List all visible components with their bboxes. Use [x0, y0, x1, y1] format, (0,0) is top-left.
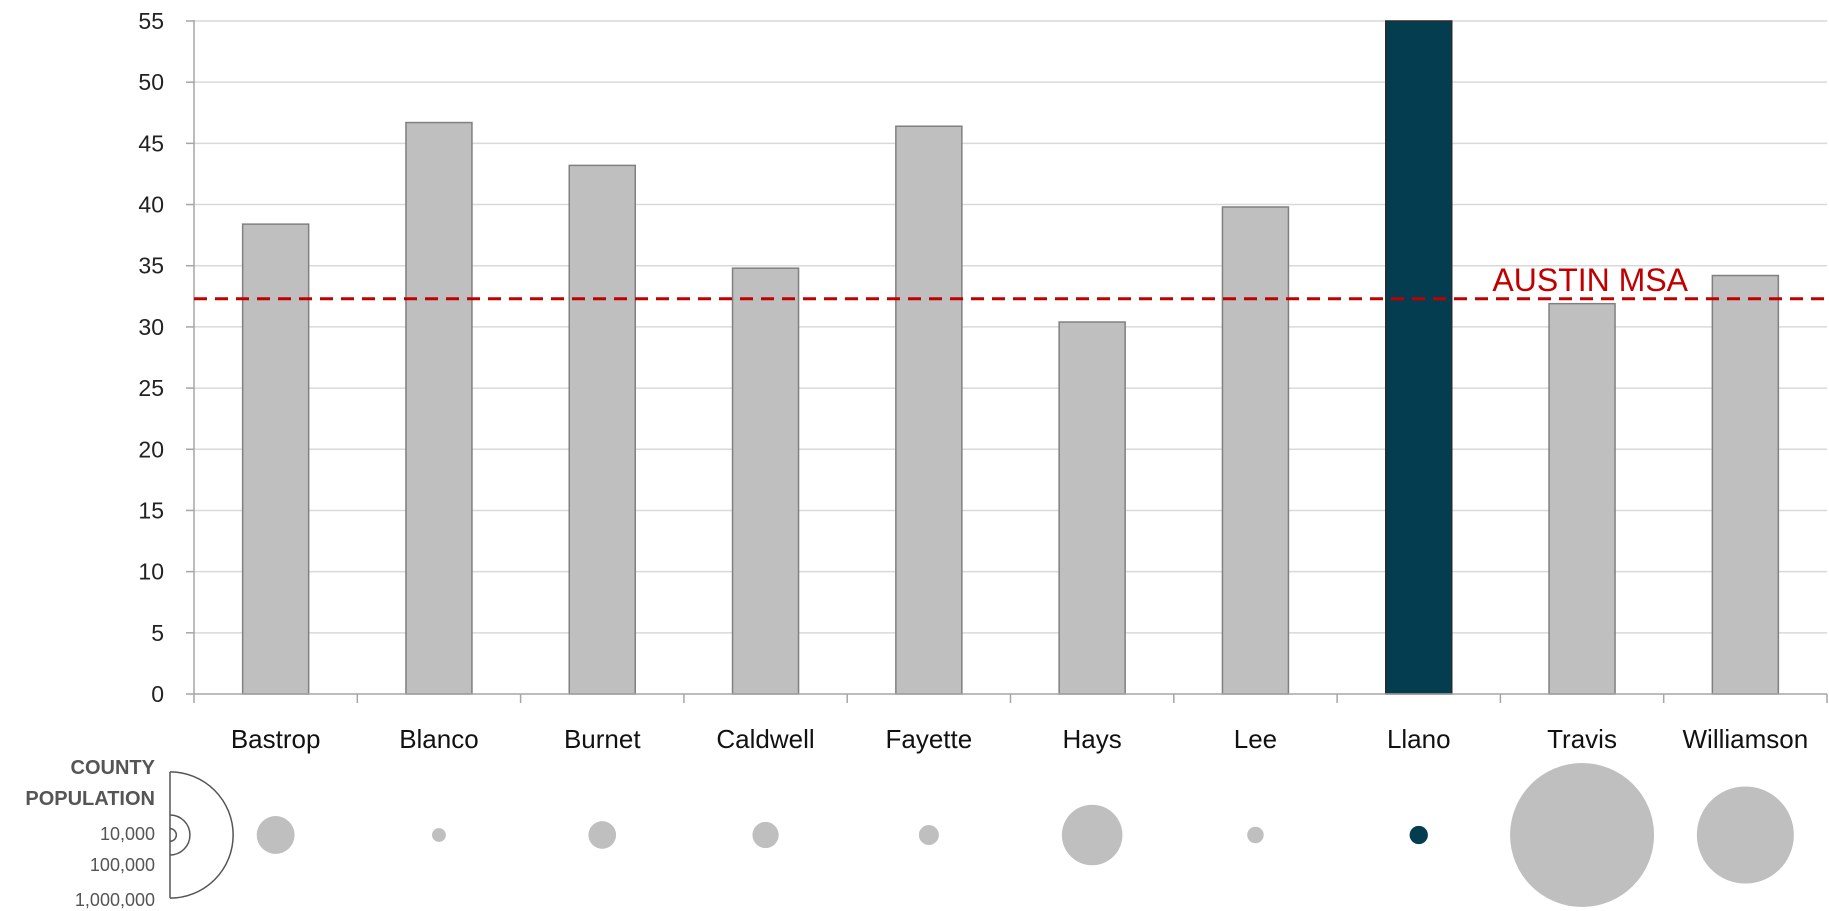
population-bubble-fayette [918, 825, 939, 845]
y-tick-label-15: 15 [138, 497, 164, 523]
x-tick-label-hays: Hays [1063, 724, 1122, 754]
population-bubble-lee [1247, 826, 1264, 844]
bar-llano [1385, 20, 1453, 695]
population-legend: COUNTY POPULATION 10,000 100,000 1,000,0… [25, 757, 234, 910]
population-bubble-bastrop [256, 816, 295, 854]
bar-hays [1058, 321, 1126, 695]
legend-title-line-1: COUNTY [71, 757, 156, 779]
legend-arc-10000 [169, 827, 178, 843]
bars [241, 20, 1780, 695]
y-tick-label-5: 5 [151, 620, 164, 646]
y-tick-label-40: 40 [138, 192, 164, 218]
bar-caldwell [731, 267, 800, 695]
y-tick-label-10: 10 [138, 559, 164, 585]
bar-bastrop [241, 223, 310, 695]
y-tick-label-45: 45 [138, 130, 164, 156]
reference-line-group: AUSTIN MSA [194, 262, 1827, 301]
legend-title-line-2: POPULATION [25, 788, 155, 810]
x-tick-label-fayette: Fayette [885, 724, 972, 754]
y-tick-label-25: 25 [138, 375, 164, 401]
legend-size-arcs [169, 771, 234, 899]
bar-blanco [405, 121, 473, 695]
legend-arc-1000000 [169, 771, 234, 899]
x-tick-label-bastrop: Bastrop [231, 724, 321, 754]
legend-tick-100000: 100,000 [90, 855, 155, 875]
bar-fayette [895, 125, 963, 695]
x-tick-label-blanco: Blanco [399, 724, 479, 754]
legend-tick-1000000: 1,000,000 [75, 890, 155, 910]
bar-burnet [568, 164, 636, 695]
bar-travis [1548, 302, 1616, 695]
population-bubble-caldwell [752, 821, 779, 849]
population-bubble-burnet [588, 821, 617, 849]
population-bubble-travis [1510, 763, 1655, 907]
x-tick-label-burnet: Burnet [564, 724, 641, 754]
population-bubble-williamson [1696, 786, 1794, 884]
y-tick-label-20: 20 [138, 436, 164, 462]
y-tick-label-0: 0 [151, 681, 164, 707]
y-tick-label-55: 55 [138, 8, 164, 34]
bar-williamson [1711, 274, 1780, 695]
y-tick-label-30: 30 [138, 314, 164, 340]
x-tick-label-travis: Travis [1547, 724, 1617, 754]
legend-arc-100000 [169, 814, 191, 856]
population-bubbles [256, 763, 1794, 907]
bar-lee [1221, 206, 1290, 695]
x-tick-label-williamson: Williamson [1683, 724, 1809, 754]
population-bubble-hays [1061, 804, 1123, 866]
axes: 0 5 10 15 20 25 30 35 40 45 50 55 Bastrop Blanco Burne… [138, 8, 1828, 754]
x-tick-label-caldwell: Caldwell [716, 724, 814, 754]
y-tick-label-50: 50 [138, 69, 164, 95]
population-bubble-blanco [432, 828, 446, 842]
austin-msa-label: AUSTIN MSA [1492, 262, 1688, 298]
x-tick-label-llano: Llano [1387, 724, 1451, 754]
y-tick-label-35: 35 [138, 253, 164, 279]
population-bubble-llano [1409, 825, 1428, 845]
legend-tick-10000: 10,000 [100, 824, 155, 844]
x-tick-label-lee: Lee [1234, 724, 1277, 754]
